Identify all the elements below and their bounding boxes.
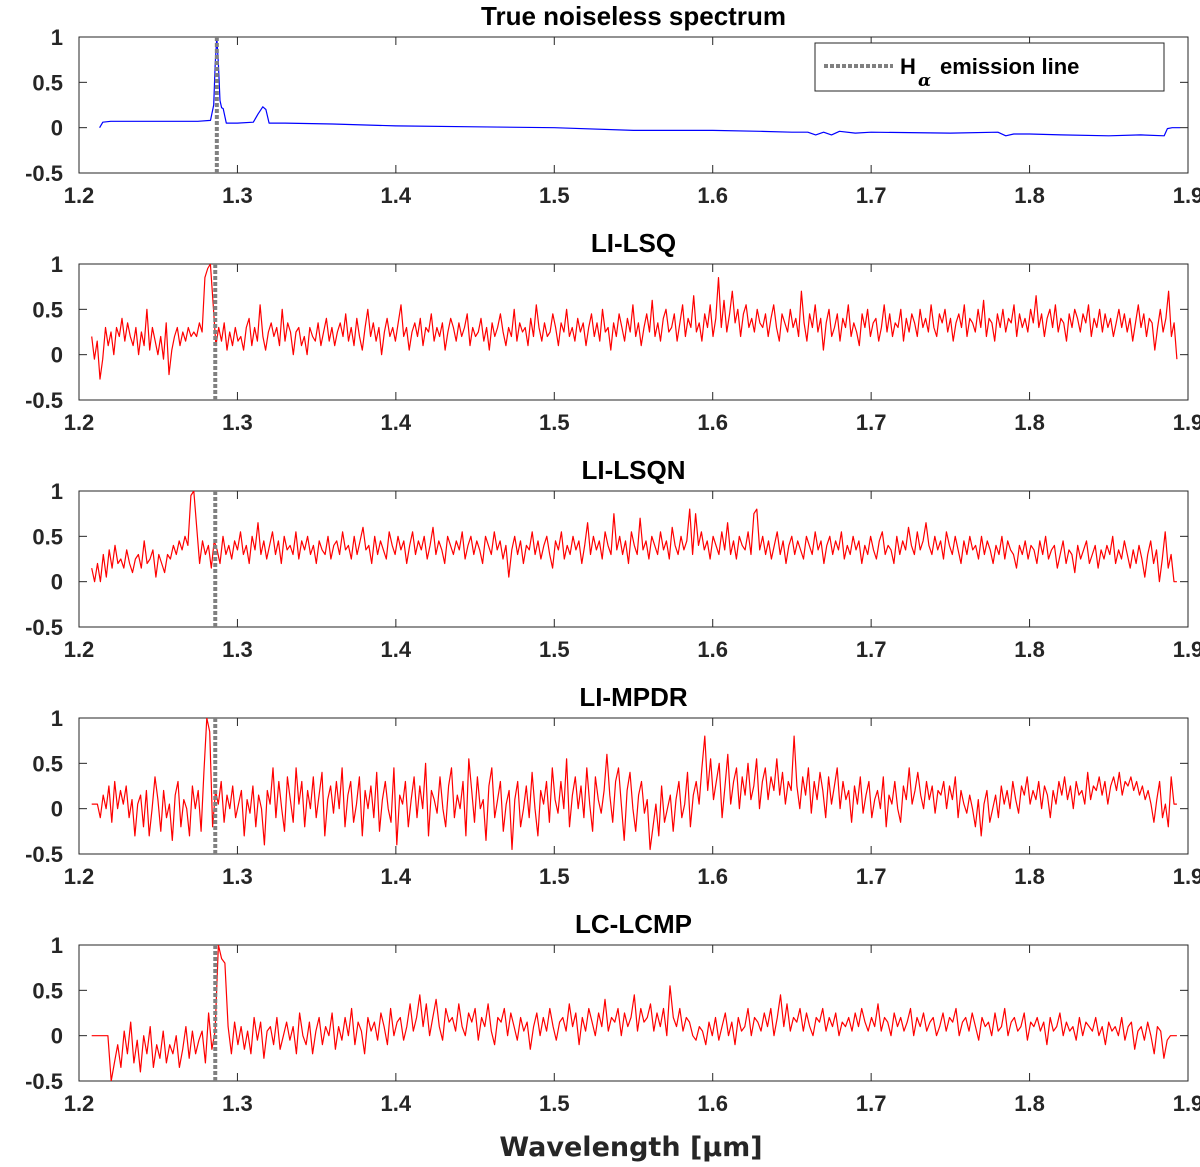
x-tick-label: 1.2	[64, 864, 95, 889]
plot-area	[78, 263, 1189, 401]
x-tick-label: 1.6	[697, 1091, 728, 1116]
panel-title: True noiseless spectrum	[481, 1, 786, 31]
x-tick-label: 1.9	[1173, 637, 1200, 662]
x-tick-label: 1.4	[381, 410, 412, 435]
legend-symbol: H	[900, 54, 916, 79]
y-tick-label: 1	[51, 706, 63, 731]
plot-area	[78, 944, 1189, 1082]
y-tick-label: 0	[51, 116, 63, 141]
x-tick-label: 1.2	[64, 637, 95, 662]
panel-3: LI-LSQN 1.2 1.3 1.4 1.5 1.6 1.7 1.8 1.9 -0.5 0 0.5 1	[25, 455, 1200, 662]
x-tick-label: 1.8	[1014, 410, 1045, 435]
y-tick-label: 0	[51, 570, 63, 595]
panel-2: LI-LSQ 1.2 1.3 1.4 1.5 1.6 1.7 1.8 1.9 -0.5 0 0.5 1	[25, 228, 1200, 435]
y-tick-label: 1	[51, 479, 63, 504]
panel-title: LI-MPDR	[579, 682, 688, 712]
y-tick-label: 0.5	[32, 978, 63, 1003]
x-tick-label: 1.2	[64, 410, 95, 435]
x-tick-label: 1.5	[539, 410, 570, 435]
y-tick-label: 0.5	[32, 751, 63, 776]
x-tick-label: 1.2	[64, 183, 95, 208]
y-tick-label: -0.5	[25, 1069, 63, 1094]
x-tick-label: 1.8	[1014, 637, 1045, 662]
x-axis-label: Wavelength [µm]	[499, 1132, 762, 1163]
x-tick-label: 1.4	[381, 637, 412, 662]
y-tick-label: 1	[51, 933, 63, 958]
series-line	[99, 37, 1181, 137]
plot-area	[78, 490, 1189, 628]
x-tick-label: 1.9	[1173, 864, 1200, 889]
y-tick-label: 0	[51, 343, 63, 368]
y-tick-label: 0	[51, 797, 63, 822]
x-tick-label: 1.3	[222, 410, 253, 435]
x-tick-label: 1.6	[697, 410, 728, 435]
x-tick-label: 1.5	[539, 1091, 570, 1116]
x-tick-label: 1.6	[697, 637, 728, 662]
panels: True noiseless spectrum 1.2 1.3 1.4 1.5 1.6 1.…	[25, 1, 1200, 1116]
y-tick-label: 1	[51, 25, 63, 50]
panel-title: LC-LCMP	[575, 909, 692, 939]
panel-1: True noiseless spectrum 1.2 1.3 1.4 1.5 1.6 1.…	[25, 1, 1200, 208]
x-tick-label: 1.4	[381, 1091, 412, 1116]
y-tick-label: -0.5	[25, 161, 63, 186]
x-tick-label: 1.5	[539, 637, 570, 662]
x-tick-label: 1.5	[539, 183, 570, 208]
x-tick-label: 1.6	[697, 864, 728, 889]
x-tick-label: 1.8	[1014, 1091, 1045, 1116]
x-tick-label: 1.9	[1173, 1091, 1200, 1116]
panel-title: LI-LSQ	[591, 228, 676, 258]
x-tick-label: 1.4	[381, 183, 412, 208]
y-tick-label: 0.5	[32, 297, 63, 322]
x-tick-label: 1.3	[222, 864, 253, 889]
x-tick-label: 1.6	[697, 183, 728, 208]
series-line	[91, 264, 1178, 380]
x-tick-label: 1.3	[222, 1091, 253, 1116]
y-tick-label: 0.5	[32, 70, 63, 95]
x-tick-label: 1.9	[1173, 183, 1200, 208]
y-tick-label: -0.5	[25, 615, 63, 640]
x-tick-label: 1.8	[1014, 864, 1045, 889]
panel-title: LI-LSQN	[582, 455, 686, 485]
x-tick-label: 1.2	[64, 1091, 95, 1116]
y-tick-label: 0	[51, 1024, 63, 1049]
x-tick-label: 1.7	[856, 183, 887, 208]
x-tick-label: 1.9	[1173, 410, 1200, 435]
x-tick-label: 1.3	[222, 183, 253, 208]
x-tick-label: 1.3	[222, 637, 253, 662]
x-tick-label: 1.7	[856, 637, 887, 662]
series-line	[91, 945, 1177, 1081]
y-tick-label: 0.5	[32, 524, 63, 549]
y-tick-label: -0.5	[25, 388, 63, 413]
y-tick-label: 1	[51, 252, 63, 277]
panel-5: LC-LCMP 1.2 1.3 1.4 1.5 1.6 1.7 1.8 1.9 -0.5 0 0.5 1	[25, 909, 1200, 1116]
x-tick-label: 1.8	[1014, 183, 1045, 208]
y-tick-label: -0.5	[25, 842, 63, 867]
series-line	[91, 491, 1177, 583]
x-tick-label: 1.5	[539, 864, 570, 889]
legend-label: emission line	[940, 54, 1079, 79]
panel-4: LI-MPDR 1.2 1.3 1.4 1.5 1.6 1.7 1.8 1.9 -0.5 0 0.5 1	[25, 682, 1200, 889]
x-tick-label: 1.7	[856, 410, 887, 435]
legend-subscript: α	[918, 71, 931, 91]
x-tick-label: 1.7	[856, 1091, 887, 1116]
series-line	[91, 718, 1177, 851]
legend: H α emission line	[814, 42, 1165, 92]
x-tick-label: 1.4	[381, 864, 412, 889]
x-tick-label: 1.7	[856, 864, 887, 889]
